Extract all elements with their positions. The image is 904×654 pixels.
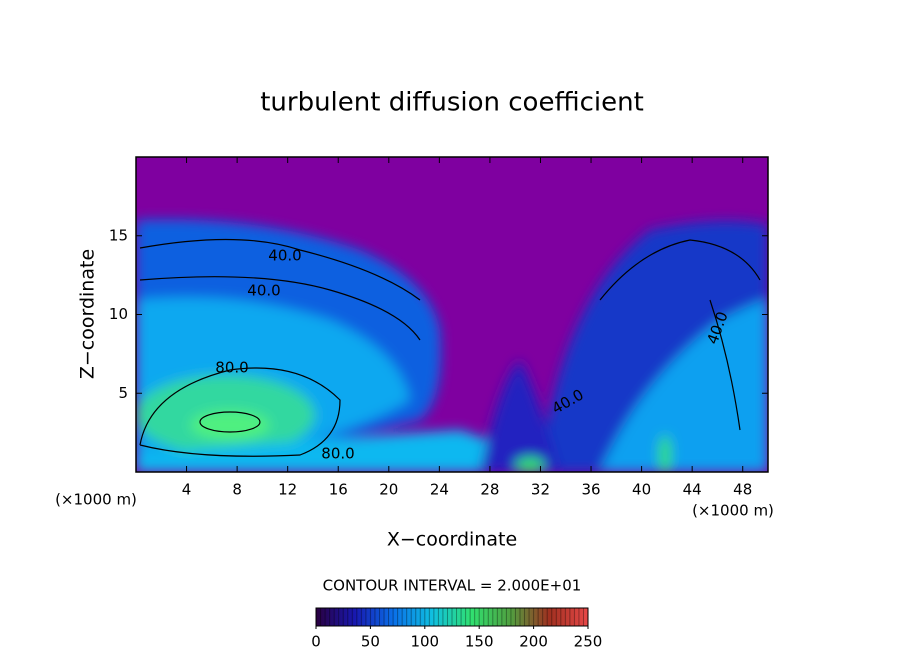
chart-title: turbulent diffusion coefficient — [260, 88, 644, 118]
x-tick-label: 28 — [480, 481, 499, 499]
colorbar-tick-label: 250 — [574, 633, 603, 651]
contour-label: 80.0 — [215, 359, 248, 377]
contour-interval: CONTOUR INTERVAL = 2.000E+01 — [323, 577, 582, 595]
x-tick-label: 8 — [232, 481, 242, 499]
x-tick-label: 24 — [430, 481, 449, 499]
x-tick-label: 48 — [733, 481, 752, 499]
y-axis-label: Z−coordinate — [77, 249, 99, 379]
x-tick-label: 12 — [278, 481, 297, 499]
x-tick-label: 16 — [329, 481, 348, 499]
contour-label: 40.0 — [247, 282, 280, 300]
y-tick-label: 5 — [118, 384, 128, 402]
x-tick-label: 36 — [581, 481, 600, 499]
colorbar-tick-label: 50 — [361, 633, 380, 651]
colorbar-tick-label: 150 — [465, 633, 494, 651]
y-tick-label: 10 — [109, 305, 128, 323]
colorbar — [315, 607, 589, 627]
contour-label: 40.0 — [268, 247, 301, 265]
x-tick-label: 44 — [683, 481, 702, 499]
x-tick-label: 20 — [379, 481, 398, 499]
x-tick-label: 4 — [182, 481, 192, 499]
colorbar-tick-label: 200 — [519, 633, 548, 651]
y-tick-label: 15 — [109, 226, 128, 244]
x-unit: (×1000 m) — [692, 502, 774, 520]
colorbar-tick-label: 0 — [311, 633, 321, 651]
x-tick-label: 40 — [632, 481, 651, 499]
x-axis-label: X−coordinate — [387, 529, 517, 551]
contour-label: 80.0 — [321, 445, 354, 463]
x-unit: (×1000 m) — [55, 491, 137, 509]
colorbar-tick-label: 100 — [410, 633, 439, 651]
x-tick-label: 32 — [531, 481, 550, 499]
field — [136, 157, 768, 472]
